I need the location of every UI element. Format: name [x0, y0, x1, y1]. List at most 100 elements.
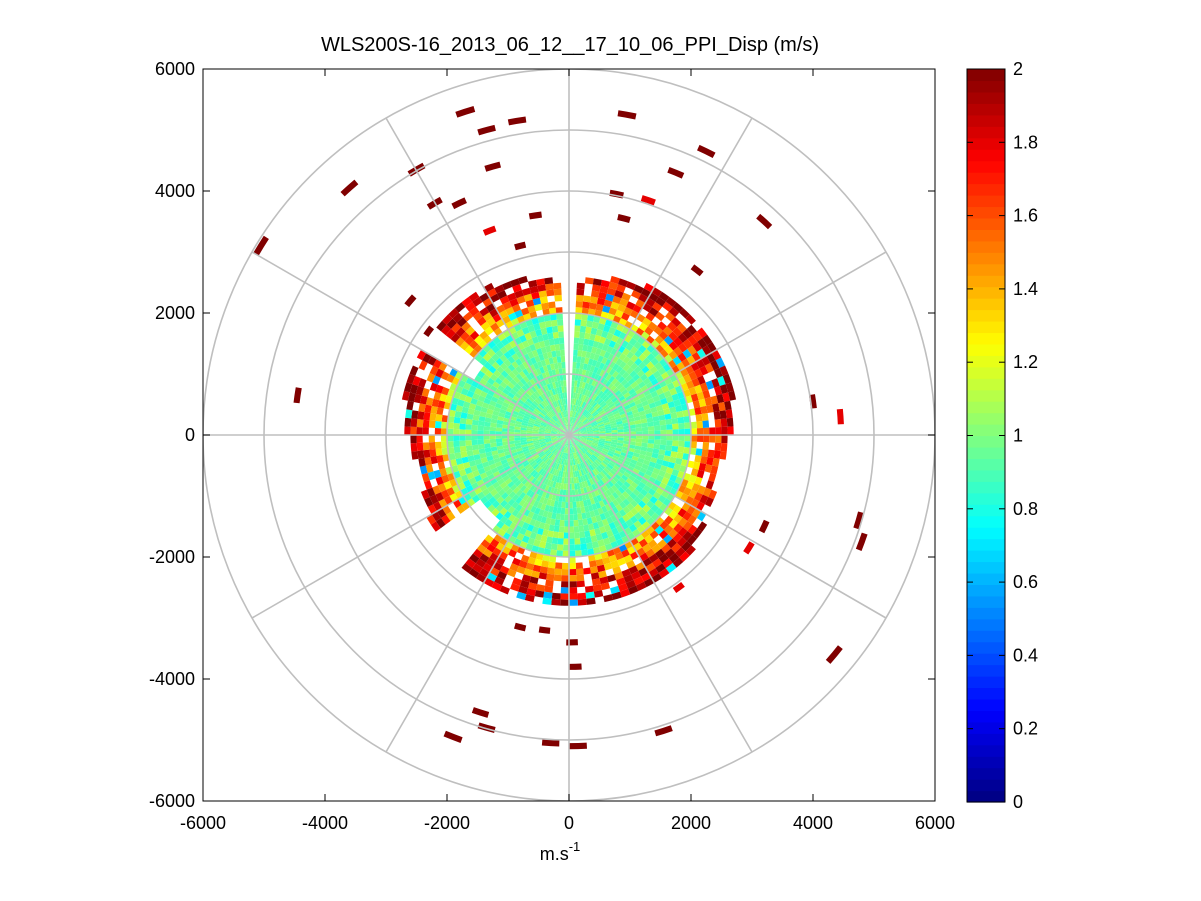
field-cell: [694, 384, 703, 394]
field-cell: [672, 423, 679, 430]
field-cell: [592, 441, 599, 445]
field-cell: [536, 347, 543, 356]
field-cell: [580, 429, 587, 432]
field-cell: [672, 435, 679, 441]
field-cell: [628, 462, 636, 469]
field-cell: [529, 531, 537, 540]
field-cell: [551, 325, 559, 333]
field-cell: [499, 346, 509, 355]
field-cell: [547, 567, 555, 575]
field-cell: [552, 331, 559, 339]
field-cell: [580, 488, 585, 495]
colorbar-band: [967, 69, 1005, 82]
field-cell: [584, 493, 590, 500]
field-cell: [642, 543, 652, 553]
field-cell: [682, 511, 692, 522]
field-cell: [635, 377, 644, 385]
field-cell: [528, 458, 535, 464]
field-cell: [571, 374, 576, 381]
field-cell: [562, 404, 566, 412]
field-cell: [563, 398, 566, 405]
field-cell: [483, 282, 495, 293]
field-cell: [596, 564, 606, 573]
field-cell: [615, 489, 623, 497]
field-cell: [470, 465, 478, 473]
field-cell: [517, 380, 525, 388]
field-cell: [569, 416, 571, 423]
field-cell: [542, 308, 550, 316]
field-cell: [520, 514, 528, 522]
field-cell: [561, 452, 565, 459]
field-cell: [460, 451, 468, 458]
field-cell: [501, 427, 509, 432]
field-cell: [687, 524, 698, 535]
field-cell: [611, 439, 618, 443]
field-cell: [574, 436, 581, 440]
field-cell: [459, 423, 466, 430]
field-cell: [576, 568, 584, 576]
field-cell: [617, 376, 626, 384]
field-cell: [570, 410, 573, 417]
field-cell: [502, 377, 511, 386]
field-cell: [646, 344, 656, 354]
field-cell: [561, 569, 569, 576]
field-cell: [554, 381, 559, 388]
field-cell: [648, 307, 659, 317]
field-cell: [575, 562, 584, 570]
field-cell: [538, 522, 546, 530]
field-cell: [455, 457, 463, 465]
field-cell: [725, 382, 734, 393]
field-cell: [565, 495, 569, 503]
field-cell: [644, 326, 654, 336]
field-cell: [632, 412, 640, 418]
field-cell: [646, 516, 656, 526]
colorbar-tick-label: 0.4: [1013, 645, 1038, 665]
field-cell: [540, 516, 547, 524]
field-cell: [549, 518, 556, 526]
field-cell: [502, 462, 510, 469]
field-cell: [605, 366, 613, 374]
field-cell: [659, 503, 668, 512]
field-cell: [701, 449, 709, 457]
field-cell: [494, 461, 503, 468]
field-cell: [562, 544, 569, 551]
field-cell: [670, 451, 678, 458]
field-cell: [586, 517, 593, 525]
field-cell: [551, 429, 558, 432]
field-cell: [553, 574, 562, 582]
field-cell: [540, 443, 547, 448]
field-cell: [533, 454, 540, 461]
field-cell: [687, 514, 697, 525]
field-cell: [574, 430, 581, 434]
field-cell: [628, 444, 636, 449]
field-cell: [496, 365, 505, 374]
field-cell: [651, 287, 663, 297]
field-cell: [480, 539, 491, 549]
field-cell: [687, 345, 697, 356]
field-cell: [465, 301, 476, 312]
field-cell: [545, 405, 552, 412]
field-cell: [575, 550, 582, 557]
field-cell: [664, 515, 674, 525]
field-cell: [629, 424, 636, 429]
field-cell: [581, 447, 587, 454]
field-cell: [560, 355, 566, 363]
field-cell: [517, 399, 525, 406]
field-cell: [616, 383, 624, 391]
field-cell: [540, 454, 547, 460]
field-cell: [526, 430, 533, 434]
field-cell: [647, 488, 656, 496]
field-cell: [553, 415, 559, 421]
field-cell: [592, 452, 599, 459]
field-cell: [479, 452, 487, 459]
field-cell: [469, 306, 480, 317]
field-cell: [647, 421, 654, 427]
field-cell: [555, 407, 560, 414]
field-cell: [588, 308, 596, 316]
field-cell: [564, 423, 567, 430]
scatter-cell: [507, 116, 527, 126]
x-axis-ticks: -6000 -4000 -2000 0 2000 4000 6000: [180, 69, 955, 833]
field-cell: [527, 556, 536, 565]
field-cell: [682, 339, 693, 349]
field-cell: [440, 435, 448, 442]
